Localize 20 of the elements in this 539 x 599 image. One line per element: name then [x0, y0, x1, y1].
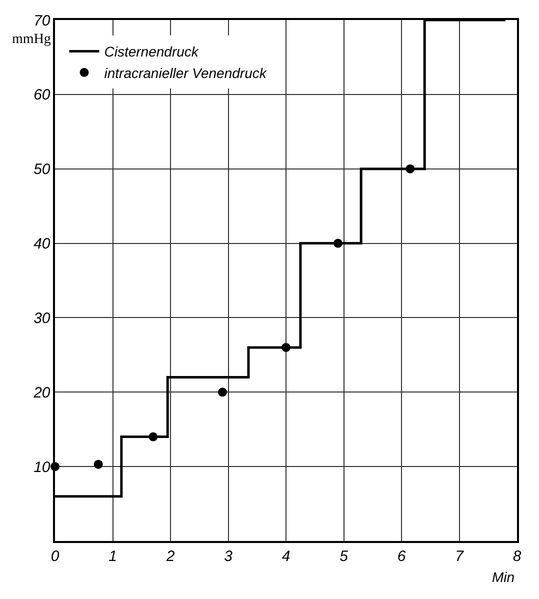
y-tick-label: 70: [34, 12, 51, 30]
y-tick-label: 50: [34, 161, 51, 178]
x-axis-title: Min: [492, 569, 515, 585]
x-tick-label: 2: [165, 548, 176, 565]
x-tick-label: 5: [340, 548, 349, 565]
x-tick-label: 7: [455, 548, 464, 565]
legend-label: Cisternendruck: [104, 44, 200, 60]
x-tick-label: 6: [397, 548, 406, 565]
y-tick-label: 60: [34, 86, 51, 104]
x-tick-label: 4: [282, 548, 290, 565]
y-tick-label: 10: [34, 458, 51, 476]
y-tick-label: 30: [34, 310, 51, 327]
x-tick-label: 0: [50, 548, 60, 565]
y-axis-title: mmHg: [12, 32, 51, 47]
legend-label: intracranieller Venendruck: [104, 64, 268, 81]
y-tick-label: 20: [32, 384, 51, 402]
x-tick-label: 8: [512, 548, 522, 565]
x-tick-label: 1: [108, 548, 117, 565]
x-tick-label: 3: [224, 548, 234, 565]
y-tick-label: 40: [34, 236, 51, 253]
